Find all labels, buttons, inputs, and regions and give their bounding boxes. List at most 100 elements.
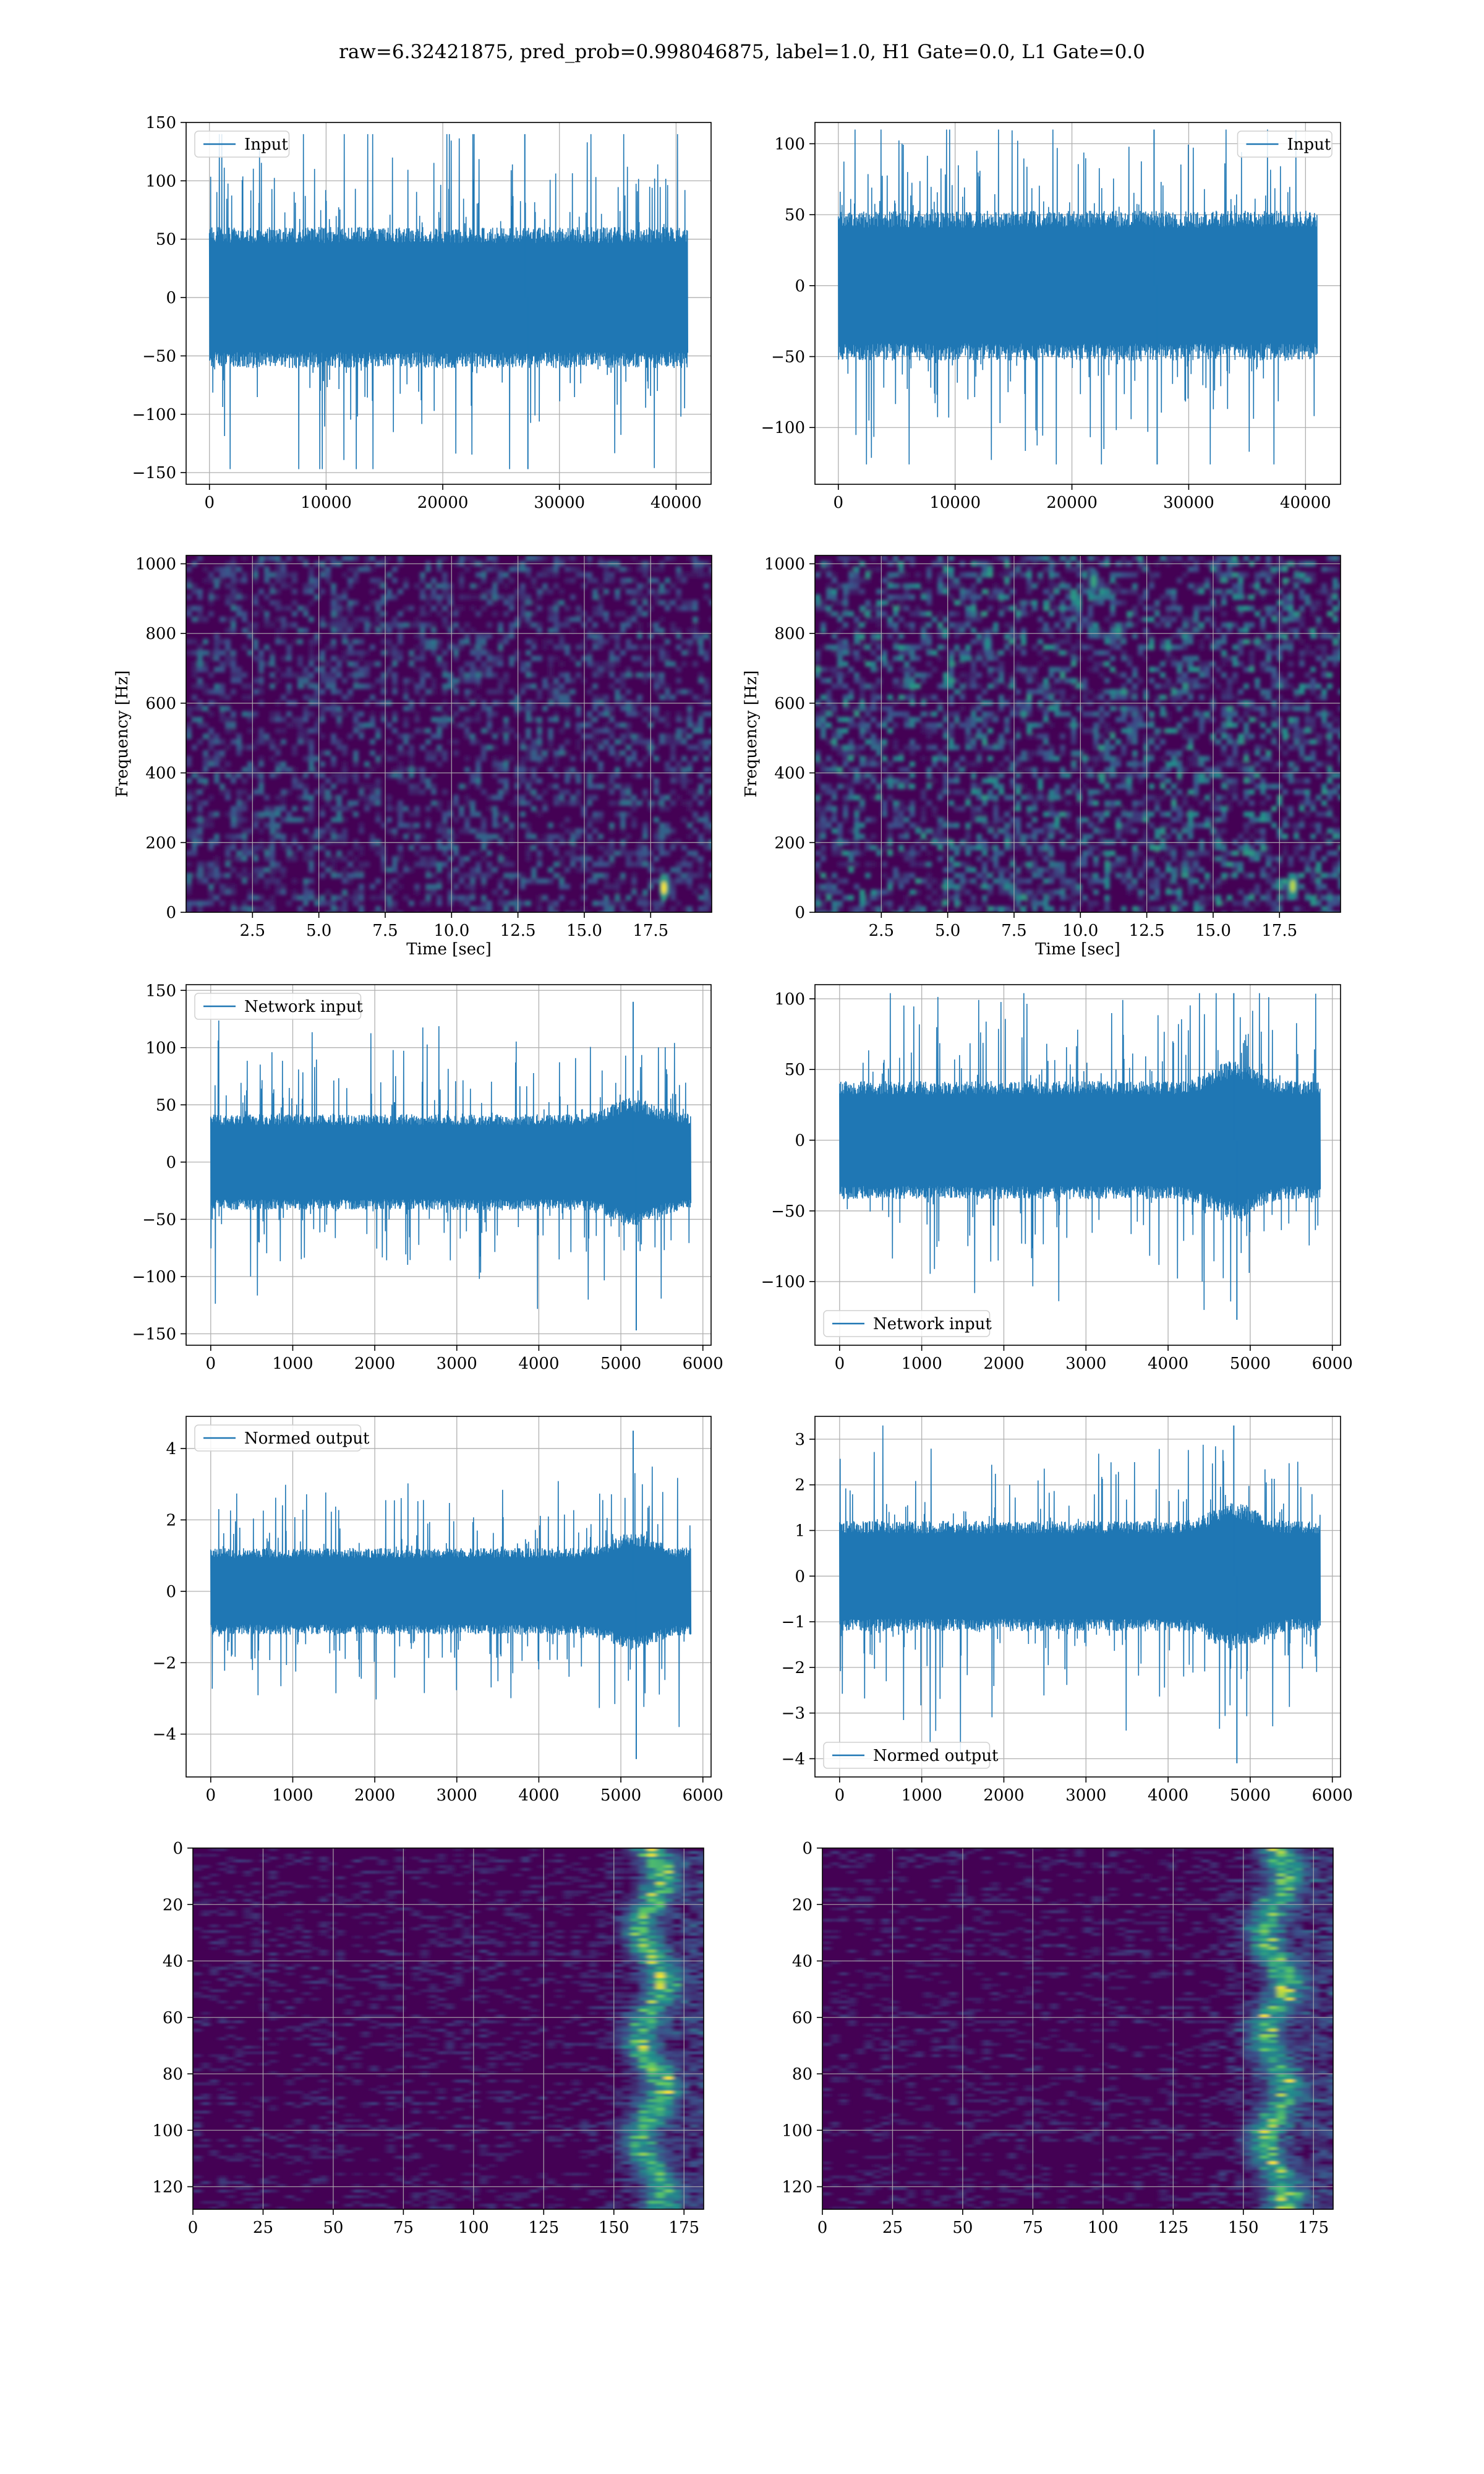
x-tick-label: 5.0 [935,922,960,940]
x-tick-label: 0 [835,1355,845,1373]
x-tick-label: 5000 [600,1355,641,1373]
x-tick-label: 1000 [272,1355,313,1373]
x-tick-label: 5000 [1230,1786,1271,1805]
x-tick-label: 12.5 [500,922,536,940]
y-tick-label: 600 [145,695,176,713]
panel-p2: 0 10000 20000 30000 40000 −100 −50 0 50 100 Input [761,122,1341,512]
y-tick-label: 2 [795,1476,805,1495]
y-tick-label: 1000 [764,555,805,574]
y-tick-label: 100 [145,1039,176,1058]
y-tick-label: 50 [156,1096,176,1115]
y-tick-label: 50 [785,1061,805,1079]
axes-frame [822,1847,1334,2210]
series-line [838,129,1318,464]
y-tick-label: 20 [163,1896,183,1914]
y-tick-label: −50 [142,347,176,366]
legend: Network input [194,993,363,1020]
y-tick-label: 0 [173,1839,183,1858]
y-tick-label: 40 [792,1953,812,1971]
y-tick-label: 200 [774,834,805,852]
y-tick-label: 100 [152,2121,183,2140]
x-tick-label: 20000 [417,494,469,512]
x-tick-label: 75 [393,2219,414,2237]
y-tick-label: 100 [774,135,805,153]
legend-label: Network input [873,1315,992,1333]
legend: Input [1237,131,1333,158]
x-tick-label: 4000 [1148,1355,1188,1373]
legend-label: Normed output [873,1747,999,1765]
x-tick-label: 10000 [301,494,352,512]
y-tick-label: 80 [163,2065,183,2084]
x-tick-label: 15.0 [1195,922,1231,940]
x-tick-label: 0 [188,2219,198,2237]
y-tick-label: 150 [145,982,176,1000]
x-tick-label: 4000 [518,1355,559,1373]
y-tick-label: 60 [163,2009,183,2027]
y-tick-label: −1 [782,1613,805,1632]
x-tick-label: 25 [882,2219,903,2237]
x-tick-label: 3000 [1065,1786,1106,1805]
x-tick-label: 10.0 [1062,922,1098,940]
y-tick-label: −150 [132,464,176,482]
x-tick-label: 75 [1023,2219,1043,2237]
x-tick-label: 5000 [1230,1355,1271,1373]
y-tick-label: 0 [795,277,805,296]
x-tick-label: 2.5 [869,922,894,940]
y-tick-label: −100 [132,406,176,424]
x-tick-label: 15.0 [566,922,602,940]
axes-frame [186,984,712,1346]
y-tick-label: −4 [782,1750,805,1768]
y-tick-label: 120 [152,2178,183,2197]
y-tick-label: 800 [774,625,805,643]
y-tick-label: −100 [761,1273,805,1291]
legend: Network input [823,1310,992,1337]
y-tick-label: 0 [166,1154,176,1172]
x-tick-label: 40000 [1280,494,1331,512]
y-tick-label: 100 [774,990,805,1009]
y-tick-label: 20 [792,1896,812,1914]
axes-frame [814,555,1341,913]
y-tick-label: −3 [782,1705,805,1723]
x-tick-label: 20000 [1046,494,1098,512]
y-tick-label: 1 [795,1522,805,1540]
x-tick-label: 2000 [354,1355,395,1373]
x-tick-label: 4000 [1148,1786,1188,1805]
y-tick-label: −2 [153,1654,176,1672]
y-tick-label: 0 [795,904,805,922]
x-tick-label: 7.5 [372,922,398,940]
x-tick-label: 30000 [534,494,585,512]
x-tick-label: 40000 [650,494,702,512]
x-tick-label: 3000 [1065,1355,1106,1373]
x-tick-label: 1000 [902,1786,942,1805]
axes-frame [814,122,1341,485]
y-tick-label: −100 [761,419,805,437]
axes-frame [186,1416,712,1778]
x-tick-label: 3000 [437,1786,477,1805]
y-axis-label: Frequency [Hz] [113,670,132,798]
panel-p9: 0 25 50 75 100 125 150 175 0 20 40 60 80 100 120 [152,1839,704,2237]
y-tick-label: 0 [166,289,176,307]
x-tick-label: 1000 [902,1355,942,1373]
y-tick-label: 0 [166,904,176,922]
x-tick-label: 2000 [983,1786,1024,1805]
panel-p7: 0 1000 2000 3000 4000 5000 6000 −4 −2 0 2 4 Normed o… [153,1416,723,1805]
y-tick-label: −4 [153,1726,176,1744]
figure-title: raw=6.32421875, pred_prob=0.998046875, l… [339,41,1145,63]
panel-p10: 0 25 50 75 100 125 150 175 0 20 40 60 80 100 120 [782,1839,1334,2237]
y-tick-label: 2 [166,1511,176,1530]
x-tick-label: 4000 [518,1786,559,1805]
x-tick-label: 7.5 [1001,922,1026,940]
x-tick-label: 6000 [683,1786,723,1805]
panel-p5: 0 1000 2000 3000 4000 5000 6000 −150 −100 −50 0 50 1… [132,982,723,1373]
x-tick-label: 5000 [600,1786,641,1805]
legend: Normed output [194,1424,370,1452]
y-tick-label: −100 [132,1268,176,1286]
x-tick-label: 150 [1228,2219,1259,2237]
x-tick-label: 50 [323,2219,343,2237]
x-tick-label: 175 [1298,2219,1329,2237]
x-tick-label: 6000 [683,1355,723,1373]
y-tick-label: 0 [166,1583,176,1601]
legend: Input [194,131,290,158]
y-tick-label: 50 [156,231,176,249]
